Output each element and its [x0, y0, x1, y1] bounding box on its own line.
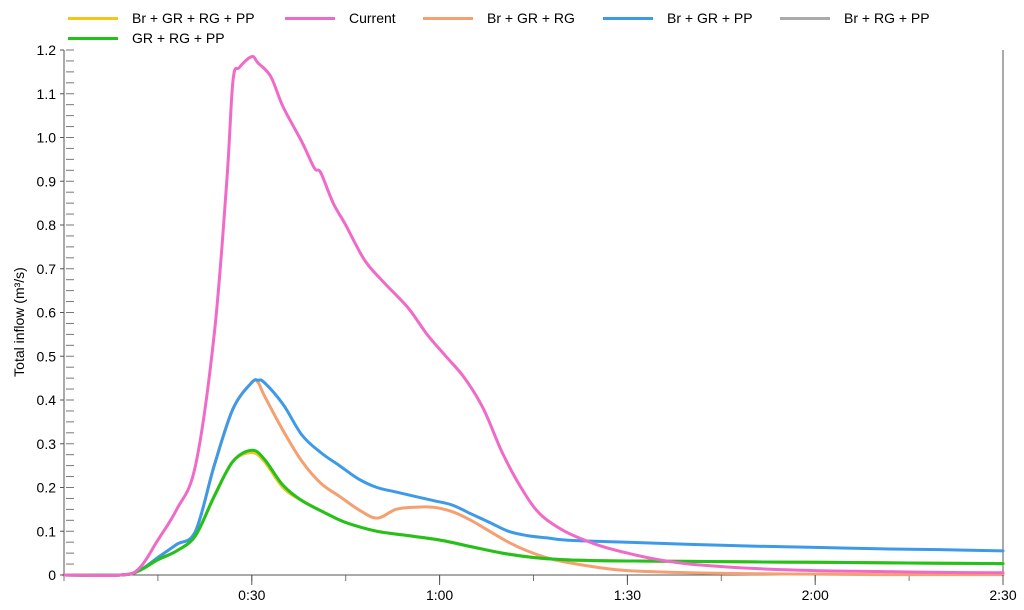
- y-tick-label: 0: [48, 567, 56, 583]
- legend-label: Br + RG + PP: [844, 10, 930, 26]
- legend-label: Br + GR + RG + PP: [132, 10, 255, 26]
- y-tick-label: 0.7: [37, 261, 57, 277]
- y-tick-label: 0.9: [37, 173, 57, 189]
- x-tick-label: 1:00: [426, 587, 453, 603]
- legend-label: GR + RG + PP: [132, 30, 225, 46]
- y-tick-label: 0.3: [37, 436, 57, 452]
- x-tick-label: 0:30: [238, 587, 265, 603]
- legend-item[interactable]: Br + GR + RG: [423, 10, 575, 26]
- legend-label: Br + GR + PP: [667, 10, 753, 26]
- x-tick-label: 2:00: [802, 587, 829, 603]
- legend-swatch: [603, 16, 653, 20]
- legend-item[interactable]: Br + GR + PP: [603, 10, 753, 26]
- legend-label: Current: [349, 10, 396, 26]
- x-tick-label: 2:30: [989, 587, 1016, 603]
- y-tick-label: 1.0: [37, 130, 57, 146]
- y-tick-label: 0.1: [37, 523, 57, 539]
- legend-swatch: [285, 16, 335, 20]
- y-tick-label: 0.5: [37, 348, 57, 364]
- tick-labels: 0 0.1 0.2 0.3 0.4 0.5 0.6 0.7 0.8 0.9 1.0 1.1 1.2 0:3…: [37, 42, 1017, 603]
- legend-label: Br + GR + RG: [487, 10, 575, 26]
- x-tick-label: 1:30: [614, 587, 641, 603]
- series-line-br-gr-pp: [62, 378, 1005, 577]
- series-layer: [62, 55, 1005, 577]
- series-line-gr-rg-pp: [62, 448, 1005, 577]
- legend-swatch: [780, 16, 830, 20]
- legend-swatch: [68, 36, 118, 40]
- legend-swatch: [423, 16, 473, 20]
- legend-swatch: [68, 16, 118, 20]
- legend-item[interactable]: Current: [285, 10, 396, 26]
- legend-item[interactable]: Br + RG + PP: [780, 10, 930, 26]
- y-tick-label: 0.4: [37, 392, 57, 408]
- y-tick-label: 1.1: [37, 86, 57, 102]
- y-tick-label: 0.2: [37, 480, 57, 496]
- legend-item[interactable]: Br + GR + RG + PP: [68, 10, 255, 26]
- series-line-current: [62, 55, 1005, 577]
- legend-item[interactable]: GR + RG + PP: [68, 30, 225, 46]
- y-tick-label: 0.8: [37, 217, 57, 233]
- y-tick-label: 0.6: [37, 305, 57, 321]
- y-axis-title: Total inflow (m³/s): [11, 267, 27, 377]
- y-tick-label: 1.2: [37, 42, 57, 58]
- chart-legend: Br + GR + RG + PP Current Br + GR + RG Br +…: [0, 0, 1024, 56]
